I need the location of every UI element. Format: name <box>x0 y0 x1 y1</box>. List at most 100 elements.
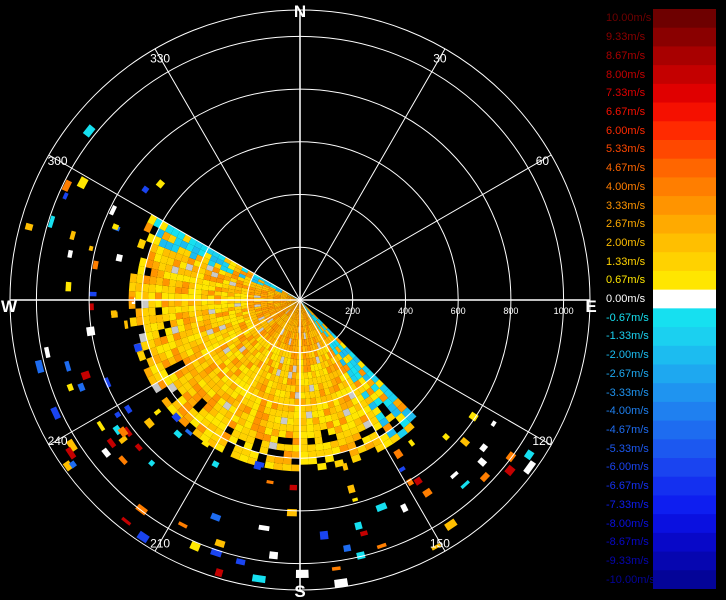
clutter-echo-cell <box>352 497 359 502</box>
velocity-echo-cell <box>281 291 289 295</box>
velocity-echo-cell <box>291 318 295 326</box>
velocity-echo-cell <box>300 306 303 314</box>
velocity-echo-cell <box>308 309 314 315</box>
velocity-echo-cell <box>148 307 156 316</box>
velocity-echo-cell <box>321 401 329 410</box>
velocity-echo-cell <box>316 335 321 343</box>
velocity-echo-cell <box>336 360 344 369</box>
velocity-echo-cell <box>194 294 202 300</box>
velocity-echo-cell <box>308 338 312 346</box>
velocity-echo-cell <box>234 300 241 304</box>
velocity-echo-cell <box>193 373 203 383</box>
velocity-echo-cell <box>240 296 248 300</box>
velocity-echo-cell <box>295 379 300 386</box>
velocity-echo-cell <box>241 290 248 295</box>
velocity-echo-cell <box>255 325 263 331</box>
velocity-echo-cell <box>182 391 193 402</box>
velocity-echo-cell <box>405 411 417 423</box>
clutter-echo-cell <box>406 478 415 487</box>
velocity-echo-cell <box>280 297 287 300</box>
velocity-echo-cell <box>229 260 238 268</box>
velocity-echo-cell <box>300 418 307 426</box>
velocity-echo-cell <box>249 311 257 317</box>
velocity-echo-cell <box>187 397 198 408</box>
velocity-echo-cell <box>260 295 268 299</box>
clutter-echo-cell <box>375 502 388 513</box>
velocity-echo-cell <box>201 294 208 300</box>
velocity-echo-cell <box>202 279 210 286</box>
velocity-echo-cell <box>313 350 319 358</box>
velocity-echo-cell <box>279 370 285 378</box>
velocity-echo-cell <box>294 405 300 412</box>
colorbar-swatch <box>653 270 716 291</box>
velocity-echo-cell <box>254 396 263 405</box>
velocity-echo-cell <box>185 329 194 337</box>
velocity-echo-cell <box>195 254 204 263</box>
velocity-echo-cell <box>337 437 347 447</box>
velocity-echo-cell <box>319 422 328 431</box>
velocity-echo-cell <box>306 365 312 373</box>
velocity-echo-cell <box>245 321 253 327</box>
velocity-echo-cell <box>305 311 309 319</box>
velocity-echo-cell <box>251 349 259 357</box>
velocity-echo-cell <box>339 341 347 349</box>
velocity-echo-cell <box>316 403 324 411</box>
velocity-echo-cell <box>330 412 339 421</box>
velocity-echo-cell <box>315 328 320 336</box>
velocity-echo-cell <box>287 301 294 304</box>
velocity-echo-cell <box>229 332 238 340</box>
velocity-echo-cell <box>167 356 177 366</box>
velocity-echo-cell <box>267 351 274 359</box>
velocity-echo-cell <box>260 293 268 297</box>
velocity-echo-cell <box>350 411 360 421</box>
velocity-echo-cell <box>155 300 162 308</box>
velocity-echo-cell <box>168 286 176 294</box>
velocity-echo-cell <box>230 365 239 374</box>
velocity-echo-cell <box>375 412 386 422</box>
velocity-echo-cell <box>138 257 148 268</box>
velocity-echo-cell <box>275 289 282 293</box>
velocity-echo-cell <box>279 320 285 327</box>
velocity-echo-cell <box>264 461 275 470</box>
velocity-echo-cell <box>260 330 268 338</box>
velocity-echo-cell <box>269 286 276 291</box>
velocity-echo-cell <box>143 367 154 378</box>
clutter-echo-cell <box>118 455 128 466</box>
velocity-echo-cell <box>318 341 324 349</box>
velocity-echo-cell <box>371 406 382 417</box>
colorbar-label: -7.33m/s <box>606 498 649 511</box>
velocity-echo-cell <box>244 351 252 359</box>
clutter-echo-cell <box>398 466 406 473</box>
velocity-echo-cell <box>221 261 230 268</box>
velocity-echo-cell <box>241 287 249 292</box>
velocity-echo-cell <box>161 396 172 408</box>
velocity-echo-cell <box>280 321 286 328</box>
clutter-echo-cell <box>123 320 129 329</box>
clutter-echo-cell <box>115 253 123 262</box>
velocity-echo-cell <box>273 462 283 471</box>
velocity-echo-cell <box>388 393 398 403</box>
velocity-echo-cell <box>237 417 247 427</box>
velocity-echo-cell <box>228 353 237 362</box>
velocity-echo-cell <box>215 258 224 266</box>
velocity-echo-cell <box>246 344 254 352</box>
velocity-echo-cell <box>166 257 175 266</box>
velocity-echo-cell <box>305 404 312 412</box>
velocity-echo-cell <box>266 317 274 324</box>
range-ring-label: 800 <box>503 306 518 316</box>
velocity-echo-cell <box>260 355 267 363</box>
velocity-echo-cell <box>375 379 384 389</box>
velocity-echo-cell <box>286 297 294 300</box>
velocity-echo-cell <box>314 436 323 445</box>
velocity-echo-cell <box>276 443 285 451</box>
velocity-echo-cell <box>203 340 212 348</box>
azimuth-label: 300 <box>48 154 68 168</box>
velocity-echo-cell <box>202 383 212 394</box>
velocity-echo-cell <box>295 312 298 320</box>
velocity-echo-cell <box>170 243 180 253</box>
velocity-echo-cell <box>294 319 297 326</box>
velocity-echo-cell <box>151 382 162 394</box>
velocity-echo-cell <box>302 312 305 320</box>
velocity-echo-cell <box>241 326 249 333</box>
clutter-echo-cell <box>177 521 188 529</box>
